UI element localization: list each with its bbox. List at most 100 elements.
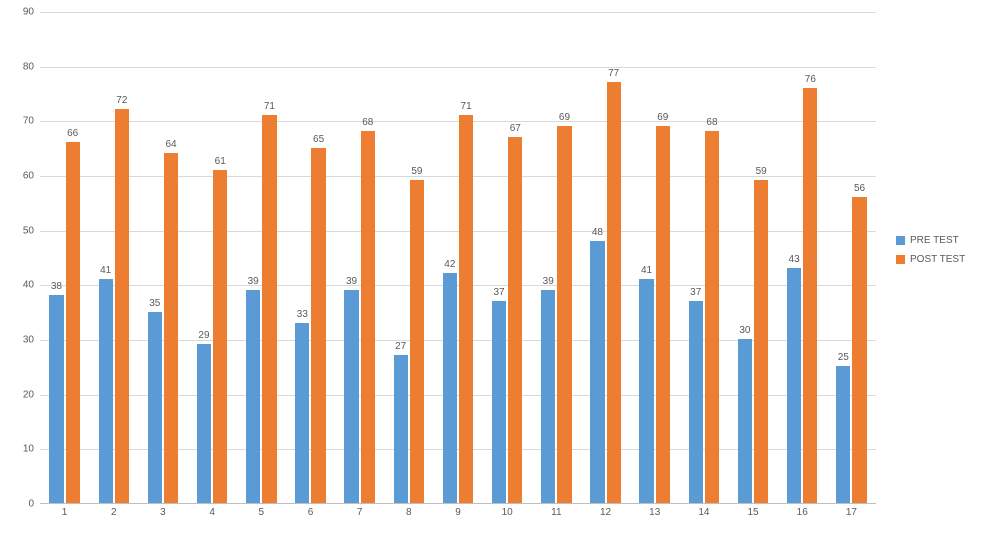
bar-pre-test: 29 [197, 344, 211, 503]
bar-value-label: 27 [395, 341, 406, 352]
y-tick-label: 0 [28, 499, 34, 510]
bar-value-label: 68 [706, 117, 717, 128]
bar-post-test: 71 [459, 115, 473, 503]
bar-value-label: 39 [346, 276, 357, 287]
x-tick-label: 5 [259, 507, 265, 518]
bar-value-label: 35 [149, 298, 160, 309]
legend-item: POST TEST [896, 254, 965, 265]
bars-layer: 3866417235642961397133653968275942713767… [40, 12, 876, 503]
x-tick-label: 16 [797, 507, 808, 518]
x-tick-label: 3 [160, 507, 166, 518]
legend-label: POST TEST [910, 254, 965, 265]
bar-value-label: 41 [100, 265, 111, 276]
bar-post-test: 77 [607, 82, 621, 503]
y-tick-label: 90 [23, 7, 34, 18]
y-tick-label: 30 [23, 335, 34, 346]
bar-pre-test: 35 [148, 312, 162, 503]
bar-value-label: 72 [116, 95, 127, 106]
x-tick-label: 8 [406, 507, 412, 518]
bar-value-label: 59 [411, 166, 422, 177]
bar-value-label: 65 [313, 134, 324, 145]
bar-value-label: 30 [739, 325, 750, 336]
bar-value-label: 66 [67, 128, 78, 139]
bar-post-test: 59 [410, 180, 424, 503]
x-tick-label: 11 [551, 507, 561, 518]
bar-value-label: 39 [543, 276, 554, 287]
bar-post-test: 69 [557, 126, 571, 503]
x-tick-label: 10 [502, 507, 513, 518]
legend: PRE TEST POST TEST [896, 235, 965, 273]
x-tick-label: 14 [698, 507, 709, 518]
bar-post-test: 68 [361, 131, 375, 503]
y-tick-label: 10 [23, 444, 34, 455]
bar-pre-test: 33 [295, 323, 309, 503]
bar-value-label: 69 [559, 112, 570, 123]
bar-value-label: 67 [510, 123, 521, 134]
bar-pre-test: 27 [394, 355, 408, 503]
legend-swatch [896, 236, 905, 245]
y-tick-label: 40 [23, 280, 34, 291]
bar-value-label: 37 [493, 287, 504, 298]
x-tick-label: 2 [111, 507, 117, 518]
bar-value-label: 77 [608, 68, 619, 79]
bar-pre-test: 39 [541, 290, 555, 503]
bar-value-label: 37 [690, 287, 701, 298]
bar-post-test: 61 [213, 170, 227, 503]
bar-post-test: 69 [656, 126, 670, 503]
x-tick-label: 12 [600, 507, 611, 518]
bar-pre-test: 37 [492, 301, 506, 503]
bar-pre-test: 38 [49, 295, 63, 503]
bar-pre-test: 41 [639, 279, 653, 503]
bar-post-test: 71 [262, 115, 276, 503]
bar-value-label: 39 [248, 276, 259, 287]
bar-post-test: 65 [311, 148, 325, 503]
bar-value-label: 56 [854, 183, 865, 194]
x-tick-label: 7 [357, 507, 363, 518]
bar-value-label: 59 [756, 166, 767, 177]
legend-item: PRE TEST [896, 235, 965, 246]
x-tick-label: 15 [747, 507, 758, 518]
y-tick-label: 60 [23, 171, 34, 182]
bar-value-label: 43 [789, 254, 800, 265]
y-tick-label: 80 [23, 61, 34, 72]
bar-pre-test: 43 [787, 268, 801, 503]
y-tick-label: 50 [23, 225, 34, 236]
x-tick-label: 6 [308, 507, 314, 518]
bar-post-test: 64 [164, 153, 178, 503]
bar-value-label: 69 [657, 112, 668, 123]
x-tick-label: 13 [649, 507, 660, 518]
bar-post-test: 66 [66, 142, 80, 503]
bar-value-label: 76 [805, 74, 816, 85]
bar-pre-test: 30 [738, 339, 752, 503]
bar-post-test: 67 [508, 137, 522, 503]
bar-pre-test: 25 [836, 366, 850, 503]
bar-pre-test: 42 [443, 273, 457, 503]
bar-value-label: 68 [362, 117, 373, 128]
bar-post-test: 59 [754, 180, 768, 503]
y-tick-label: 70 [23, 116, 34, 127]
x-tick-label: 1 [62, 507, 68, 518]
bar-value-label: 64 [165, 139, 176, 150]
bar-post-test: 76 [803, 88, 817, 503]
y-tick-label: 20 [23, 389, 34, 400]
x-tick-label: 17 [846, 507, 857, 518]
bar-pre-test: 48 [590, 241, 604, 503]
bar-post-test: 56 [852, 197, 866, 503]
bar-value-label: 38 [51, 281, 62, 292]
bar-pre-test: 41 [99, 279, 113, 503]
bar-value-label: 29 [198, 330, 209, 341]
plot-area: 0102030405060708090386641723564296139713… [40, 12, 876, 504]
legend-swatch [896, 255, 905, 264]
bar-post-test: 68 [705, 131, 719, 503]
bar-value-label: 25 [838, 352, 849, 363]
bar-value-label: 33 [297, 309, 308, 320]
bar-value-label: 48 [592, 227, 603, 238]
bar-pre-test: 39 [246, 290, 260, 503]
bar-value-label: 42 [444, 259, 455, 270]
bar-value-label: 41 [641, 265, 652, 276]
bar-value-label: 71 [461, 101, 472, 112]
x-tick-label: 4 [209, 507, 215, 518]
bar-pre-test: 37 [689, 301, 703, 503]
bar-pre-test: 39 [344, 290, 358, 503]
x-tick-label: 9 [455, 507, 461, 518]
